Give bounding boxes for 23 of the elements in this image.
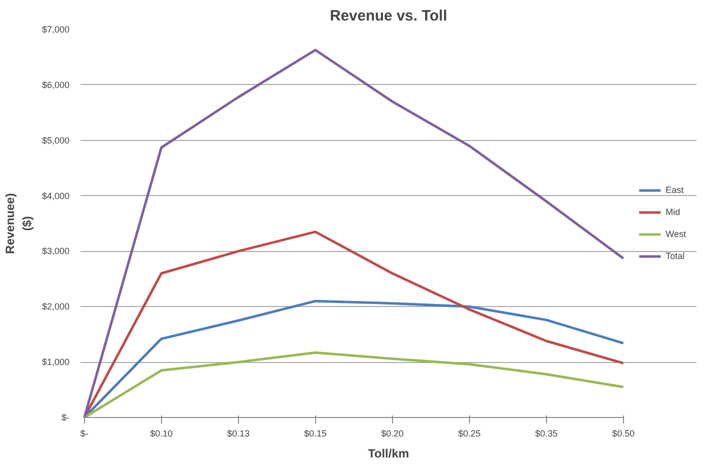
x-tick-label: $0.15 [304, 428, 327, 438]
x-tick-label: $- [80, 428, 88, 438]
legend-label: East [666, 185, 685, 195]
y-tick-label: $5,000 [42, 135, 70, 146]
y-tick-label: $4,000 [42, 190, 70, 201]
legend-label: Total [666, 251, 686, 261]
x-tick-label: $0.13 [227, 428, 250, 438]
y-axis-title: Revenuee) ($) [3, 193, 34, 254]
x-tick-label: $0.10 [150, 428, 173, 438]
y-tick-label: $2,000 [42, 302, 70, 312]
x-axis-title: Toll/km [368, 446, 410, 460]
y-tick-label: $7,000 [42, 24, 70, 34]
y-tick-label: $3,000 [42, 246, 70, 256]
y-tick-label: $- [62, 412, 70, 422]
y-tick-label: $6,000 [42, 80, 70, 90]
legend-label: West [666, 229, 686, 239]
x-tick-label: $0.25 [458, 428, 481, 438]
x-tick-label: $0.35 [535, 428, 558, 438]
legend-label: Mid [666, 207, 682, 217]
x-tick-label: $0.50 [612, 428, 635, 438]
chart-title: Revenue vs. Toll [330, 8, 448, 24]
y-tick-label: $1,000 [42, 357, 70, 368]
x-tick-label: $0.20 [381, 428, 404, 438]
